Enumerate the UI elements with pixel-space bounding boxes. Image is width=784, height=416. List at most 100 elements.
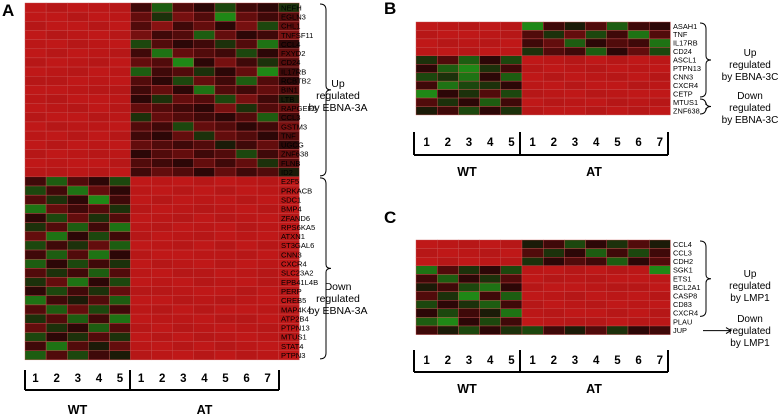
heatmap-cell xyxy=(88,140,110,150)
heatmap-cell xyxy=(606,282,629,292)
gene-label: RCBTB2 xyxy=(281,77,311,86)
heatmap-cell xyxy=(172,222,194,232)
heatmap-cell xyxy=(214,130,237,141)
heatmap-cell xyxy=(214,75,237,86)
heatmap-cell xyxy=(109,277,131,287)
heatmap-cell xyxy=(256,222,279,232)
heatmap-cell xyxy=(649,282,671,292)
heatmap-cell xyxy=(24,259,47,269)
sample-number: 1 xyxy=(423,355,430,367)
heatmap-cell xyxy=(585,325,607,335)
heatmap-cell xyxy=(45,30,68,40)
heatmap-cell xyxy=(88,57,110,68)
heatmap-cell xyxy=(415,248,438,258)
heatmap-cell xyxy=(627,291,650,301)
heatmap-cell xyxy=(130,57,152,68)
heatmap-cell xyxy=(606,325,629,335)
heatmap-cell xyxy=(193,213,216,223)
heatmap-cell xyxy=(458,300,480,310)
heatmap-cell xyxy=(235,85,258,95)
heatmap-cell xyxy=(45,140,68,150)
gene-label: PTPN13 xyxy=(281,324,310,333)
gene-label: CD24 xyxy=(281,58,300,67)
heatmap-cell xyxy=(172,277,194,287)
heatmap-cell xyxy=(479,47,502,56)
heatmap-cell xyxy=(437,38,459,48)
heatmap-cell xyxy=(45,66,68,77)
heatmap-cell xyxy=(66,204,89,214)
heatmap-cell xyxy=(66,259,89,269)
heatmap-cell xyxy=(235,167,258,178)
heatmap-cell xyxy=(130,259,152,269)
heatmap-cell xyxy=(649,274,671,284)
heatmap-cell xyxy=(45,39,68,49)
heatmap-cell xyxy=(24,204,47,214)
heatmap-cell xyxy=(543,265,565,275)
heatmap-cell xyxy=(88,194,110,205)
sample-number: 7 xyxy=(657,137,663,149)
heatmap-cell xyxy=(479,55,502,65)
heatmap-cell xyxy=(193,158,216,168)
heatmap-cell xyxy=(564,325,586,335)
heatmap-cell xyxy=(627,257,650,267)
sample-number: 1 xyxy=(423,137,430,149)
heatmap-cell xyxy=(45,304,68,315)
heatmap-cell xyxy=(66,48,89,59)
sample-number: 5 xyxy=(614,355,621,367)
heatmap-cell xyxy=(45,121,68,132)
heatmap-cell xyxy=(193,268,216,278)
heatmap-cell xyxy=(500,38,523,48)
heatmap-cell xyxy=(214,94,237,104)
heatmap-cell xyxy=(66,66,89,77)
heatmap-cell xyxy=(24,332,47,342)
heatmap-cell xyxy=(193,30,216,40)
heatmap-cell xyxy=(256,286,279,296)
heatmap-cell xyxy=(585,64,607,73)
sample-number: 7 xyxy=(264,373,270,385)
heatmap-cell xyxy=(649,97,671,107)
heatmap-cell xyxy=(606,64,629,73)
heatmap-cell xyxy=(214,222,237,232)
heatmap-cell xyxy=(458,274,480,284)
heatmap-cell xyxy=(214,249,237,260)
heatmap-cell xyxy=(109,268,131,278)
heatmap-cell xyxy=(66,295,89,306)
heatmap-cell xyxy=(415,265,438,275)
sample-number: 1 xyxy=(529,355,536,367)
heatmap-cell xyxy=(109,66,131,77)
heatmap-cell xyxy=(130,30,152,40)
heatmap-cell xyxy=(458,325,480,335)
heatmap-cell xyxy=(214,231,237,242)
heatmap-cell xyxy=(172,121,194,132)
gene-label: TNF xyxy=(673,30,688,39)
gene-label: MTUS1 xyxy=(281,333,307,342)
heatmap-cell xyxy=(66,231,89,242)
heatmap-cell xyxy=(235,66,258,77)
regulation-label: by EBNA-3C xyxy=(722,72,779,83)
heatmap-cell xyxy=(24,313,47,324)
gene-label: SGK1 xyxy=(673,266,693,275)
heatmap-cell xyxy=(172,231,194,242)
heatmap-cell xyxy=(88,48,110,59)
heatmap-cell xyxy=(585,47,607,56)
heatmap-cell xyxy=(649,300,671,310)
heatmap-cell xyxy=(458,265,480,275)
heatmap-cell xyxy=(543,282,565,292)
heatmap-cell xyxy=(151,194,173,205)
heatmap-cell xyxy=(45,185,68,196)
heatmap-cell xyxy=(585,300,607,310)
gene-label: PRKACB xyxy=(281,186,312,195)
heatmap-cell xyxy=(543,55,565,65)
sample-number: 5 xyxy=(117,373,124,385)
heatmap-cell xyxy=(458,97,480,107)
heatmap-cell xyxy=(151,185,173,196)
heatmap-cell xyxy=(45,332,68,342)
heatmap-cell xyxy=(24,75,47,86)
heatmap-cell xyxy=(214,30,237,40)
heatmap-cell xyxy=(521,317,544,327)
heatmap-cell xyxy=(130,140,152,150)
heatmap-cell xyxy=(151,240,173,251)
heatmap-cell xyxy=(130,213,152,223)
heatmap-cell xyxy=(235,112,258,123)
